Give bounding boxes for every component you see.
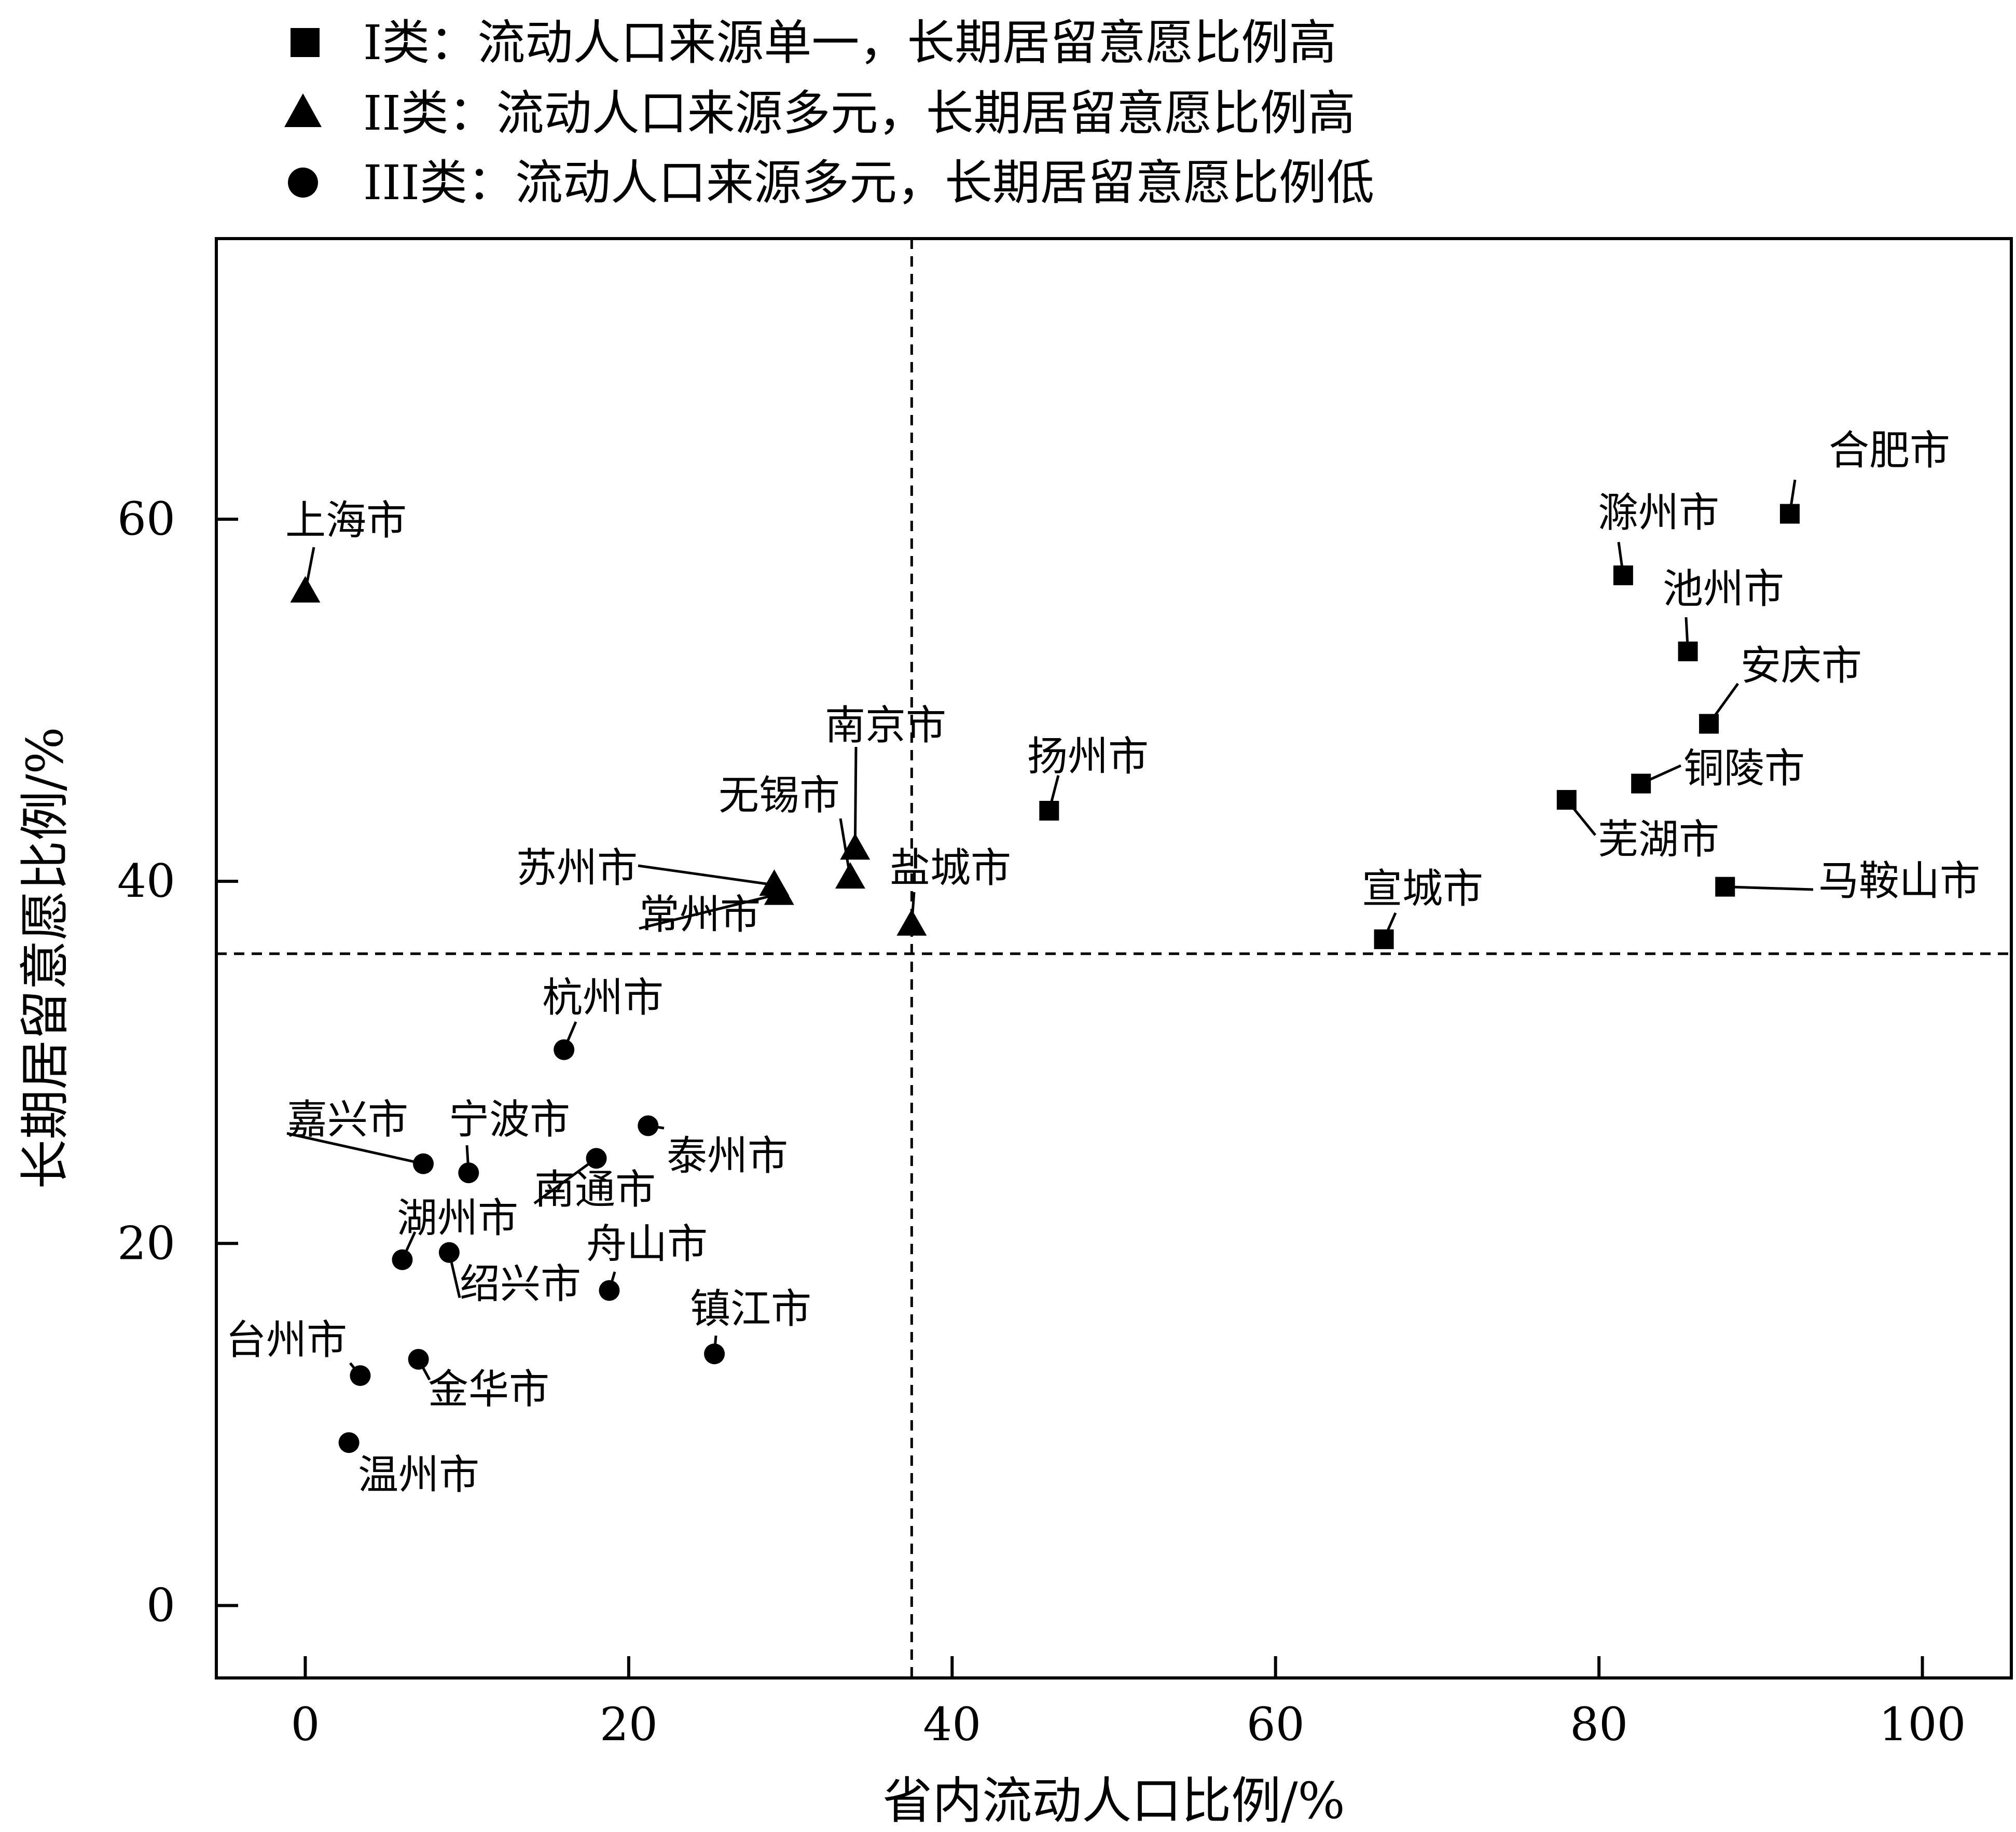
point-label: 杭州市 bbox=[542, 975, 664, 1021]
data-point-circle-2 bbox=[638, 1115, 659, 1136]
point-label: 宁波市 bbox=[449, 1097, 570, 1143]
data-point-square-1 bbox=[1779, 504, 1800, 524]
data-point-circle-1 bbox=[554, 1039, 575, 1060]
axis-ticks: 0 20 40 60 80 100 0 20 40 60 bbox=[117, 492, 1966, 1751]
point-label: 舟山市 bbox=[586, 1221, 708, 1268]
point-label: 安庆市 bbox=[1741, 643, 1862, 689]
leader-line bbox=[639, 893, 780, 930]
data-point-square-3 bbox=[1678, 641, 1698, 661]
point-label: 芜湖市 bbox=[1598, 816, 1719, 863]
data-point-circle-11 bbox=[350, 1365, 371, 1386]
point-label: 常州市 bbox=[639, 892, 761, 938]
point-label: 无锡市 bbox=[719, 772, 840, 819]
point-label: 铜陵市 bbox=[1683, 745, 1805, 792]
point-label: 滁州市 bbox=[1598, 490, 1719, 536]
data-point-circle-10 bbox=[408, 1349, 429, 1370]
plot-frame bbox=[215, 237, 2013, 1680]
point-label: 上海市 bbox=[285, 497, 407, 544]
label-leaders bbox=[286, 479, 1814, 1381]
reference-lines bbox=[216, 239, 2011, 1678]
legend: I类：流动人口来源单一，长期居留意愿比例高 II类：流动人口来源多元，长期居留意愿… bbox=[284, 15, 1374, 211]
point-label: 金华市 bbox=[428, 1366, 549, 1413]
point-label: 合肥市 bbox=[1829, 427, 1950, 474]
point-label: 台州市 bbox=[226, 1317, 347, 1364]
data-point-square-7 bbox=[1715, 877, 1735, 897]
x-axis-title: 省内流动人口比例/% bbox=[882, 1772, 1345, 1829]
data-point-triangle-3 bbox=[835, 862, 865, 889]
point-label: 泰州市 bbox=[667, 1133, 788, 1179]
leader-line bbox=[533, 1157, 597, 1205]
data-point-triangle-6 bbox=[896, 909, 927, 936]
leader-line bbox=[853, 746, 858, 849]
data-point-circle-6 bbox=[438, 1242, 460, 1263]
point-label: 绍兴市 bbox=[460, 1261, 581, 1308]
x-tick-label-80: 80 bbox=[1570, 1698, 1628, 1751]
data-point-circle-8 bbox=[599, 1280, 620, 1301]
data-point-square-9 bbox=[1039, 801, 1059, 821]
data-points bbox=[290, 504, 1800, 1453]
data-point-circle-4 bbox=[412, 1153, 434, 1174]
data-point-triangle-5 bbox=[764, 878, 794, 905]
point-label: 南通市 bbox=[534, 1167, 656, 1213]
data-point-square-2 bbox=[1613, 565, 1633, 586]
point-label: 镇江市 bbox=[690, 1286, 811, 1333]
data-point-circle-3 bbox=[586, 1148, 607, 1169]
y-tick-label-20: 20 bbox=[117, 1216, 175, 1270]
data-point-circle-5 bbox=[458, 1162, 479, 1184]
point-label: 南京市 bbox=[825, 702, 946, 749]
legend-entry-3: III类：流动人口来源多元，长期居留意愿比例低 bbox=[363, 155, 1374, 211]
point-label: 宣城市 bbox=[1362, 866, 1483, 912]
legend-circle-icon bbox=[288, 168, 318, 198]
point-label: 温州市 bbox=[358, 1452, 479, 1498]
x-tick-label-0: 0 bbox=[291, 1698, 320, 1751]
data-point-square-8 bbox=[1374, 929, 1394, 949]
legend-entry-1: I类：流动人口来源单一，长期居留意愿比例高 bbox=[363, 15, 1336, 71]
legend-entry-2: II类：流动人口来源多元，长期居留意愿比例高 bbox=[363, 86, 1356, 141]
point-label: 马鞍山市 bbox=[1818, 858, 1980, 905]
data-point-circle-7 bbox=[392, 1249, 413, 1270]
y-tick-label-0: 0 bbox=[146, 1578, 175, 1632]
data-point-circle-12 bbox=[338, 1432, 360, 1453]
x-tick-label-40: 40 bbox=[923, 1698, 981, 1751]
data-point-square-5 bbox=[1631, 773, 1651, 794]
y-tick-label-40: 40 bbox=[117, 854, 175, 908]
point-label: 盐城市 bbox=[890, 845, 1011, 892]
data-point-triangle-2 bbox=[840, 833, 871, 860]
data-point-square-4 bbox=[1699, 714, 1719, 734]
leader-line bbox=[286, 1132, 424, 1165]
point-label: 池州市 bbox=[1663, 566, 1784, 613]
leader-line bbox=[638, 864, 775, 886]
x-tick-label-20: 20 bbox=[600, 1698, 658, 1751]
legend-triangle-icon bbox=[284, 93, 322, 127]
x-tick-label-100: 100 bbox=[1879, 1698, 1966, 1751]
legend-square-icon bbox=[291, 28, 320, 57]
data-point-circle-9 bbox=[704, 1343, 725, 1365]
point-label: 苏州市 bbox=[516, 845, 638, 892]
point-label: 湖州市 bbox=[397, 1195, 518, 1242]
point-label: 扬州市 bbox=[1027, 733, 1149, 780]
data-point-square-6 bbox=[1556, 790, 1577, 810]
x-tick-label-60: 60 bbox=[1247, 1698, 1305, 1751]
leader-line bbox=[1725, 885, 1814, 891]
y-tick-label-60: 60 bbox=[117, 492, 175, 546]
data-point-triangle-1 bbox=[290, 576, 321, 603]
point-label: 嘉兴市 bbox=[287, 1097, 408, 1143]
y-axis-title: 长期居留意愿比例/% bbox=[16, 727, 74, 1189]
